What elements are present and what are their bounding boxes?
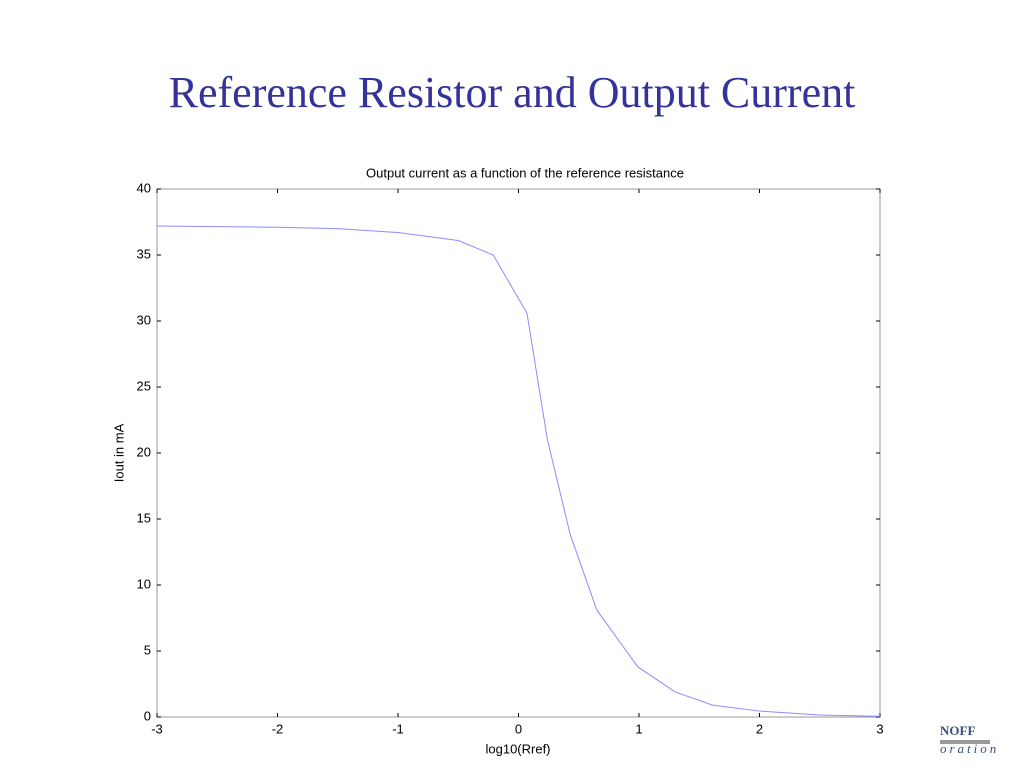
- x-tick-label: -2: [272, 721, 284, 736]
- y-axis-label: Iout in mA: [111, 423, 126, 482]
- y-tick-label: 5: [144, 642, 151, 657]
- slide-title: Reference Resistor and Output Current: [169, 68, 856, 117]
- x-axis-label: log10(Rref): [485, 741, 550, 756]
- x-tick-label: 1: [635, 721, 642, 736]
- y-tick-label: 35: [137, 246, 151, 261]
- logo-text: oration: [940, 741, 999, 756]
- x-tick-label: 0: [515, 721, 522, 736]
- x-tick-label: -1: [392, 721, 404, 736]
- x-tick-label: 3: [876, 721, 883, 736]
- data-line: [156, 225, 881, 717]
- x-tick-label: 2: [756, 721, 763, 736]
- chart-title: Output current as a function of the refe…: [366, 165, 684, 180]
- y-tick-label: 0: [144, 708, 151, 723]
- y-tick-label: 30: [137, 312, 151, 327]
- y-tick-label: 25: [137, 378, 151, 393]
- logo-text: NOFF: [940, 723, 975, 738]
- y-tick-label: 10: [137, 576, 151, 591]
- x-tick-label: -3: [151, 721, 163, 736]
- y-tick-label: 40: [137, 180, 151, 195]
- y-tick-label: 15: [137, 510, 151, 525]
- logo-bar: [940, 740, 990, 744]
- plot-frame: [156, 188, 881, 718]
- y-tick-label: 20: [137, 444, 151, 459]
